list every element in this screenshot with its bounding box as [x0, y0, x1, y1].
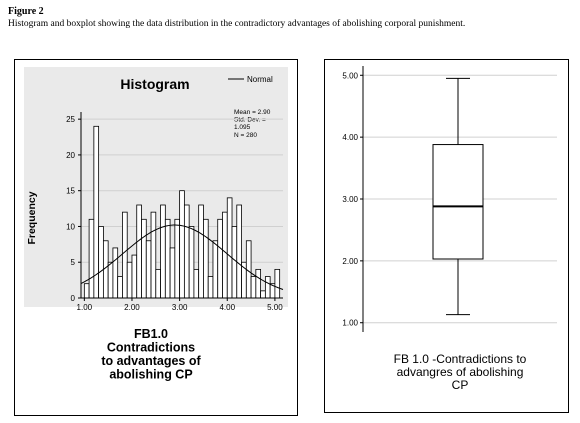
axis-label-line: Contradictions — [107, 341, 195, 355]
histogram-stats: Mean = 2.90 Std. Dev. = 1.095 N = 280 — [234, 109, 271, 139]
y-tick-label: 0 — [71, 294, 76, 303]
histogram-bar — [264, 276, 271, 299]
boxplot-x-axis-label: FB 1.0 -Contradictions to advangres of ab… — [394, 352, 527, 392]
y-tick-label: 5 — [71, 258, 76, 267]
y-tick-label: 1.00 — [342, 319, 358, 328]
histogram-bar — [160, 204, 166, 299]
y-tick-label: 3.00 — [342, 195, 358, 204]
legend-normal-label: Normal — [247, 75, 273, 84]
histogram-bar — [150, 211, 157, 299]
normal-curve — [80, 224, 284, 290]
axis-label-line: advangres of abolishing — [397, 365, 524, 379]
histogram-bar — [98, 226, 104, 299]
histogram-bar — [207, 276, 214, 299]
histogram-bar — [136, 204, 142, 299]
histogram-bar — [83, 283, 90, 299]
histogram-bar — [117, 276, 123, 299]
histogram-bar — [274, 268, 281, 299]
histogram-bar — [174, 218, 181, 299]
histogram-bar — [93, 125, 100, 299]
stats-line: N = 280 — [234, 132, 257, 139]
y-tick-label: 15 — [66, 187, 75, 196]
histogram-bar — [141, 218, 147, 299]
x-tick-label: 3.00 — [172, 303, 188, 312]
histogram-bars — [83, 125, 281, 299]
histogram-bar — [203, 218, 209, 299]
histogram-bar — [222, 211, 228, 299]
x-tick-label: 2.00 — [124, 303, 140, 312]
histogram-bar — [183, 204, 190, 299]
histogram-title: Histogram — [120, 76, 189, 92]
axis-label-line: to advantages of — [101, 354, 201, 368]
y-tick-label: 5.00 — [342, 71, 358, 80]
histogram-bar — [250, 276, 257, 299]
histogram-bar — [217, 218, 223, 299]
x-tick-label: 4.00 — [219, 303, 235, 312]
y-tick-label: 20 — [66, 151, 75, 160]
boxplot-y-ticks: 1.00 2.00 3.00 4.00 5.00 — [342, 71, 363, 328]
histogram-bar — [179, 190, 185, 299]
histogram-bar — [164, 218, 171, 299]
y-tick-label: 10 — [66, 222, 75, 231]
stats-line: Std. Dev. = — [234, 117, 266, 124]
histogram-bar — [212, 240, 219, 299]
figure-caption: Histogram and boxplot showing the data d… — [8, 19, 466, 29]
histogram-bar — [260, 290, 266, 299]
axis-label-line: FB 1.0 -Contradictions to — [394, 352, 527, 366]
histogram-bar — [145, 240, 152, 299]
axis-label-line: abolishing CP — [109, 368, 192, 382]
x-tick-label: 1.00 — [77, 303, 93, 312]
axis-label-line: FB1.0 — [134, 327, 168, 341]
histogram-bar — [155, 268, 161, 299]
figure-label: Figure 2 — [8, 6, 44, 17]
boxplot-gridlines — [363, 74, 557, 324]
histogram-bar — [255, 268, 262, 299]
histogram-bar — [112, 247, 119, 299]
y-tick-label: 25 — [66, 115, 75, 124]
y-tick-label: 4.00 — [342, 133, 358, 142]
histogram-chart: Histogram Normal Mean = 2.90 Std. Dev. = 1… — [24, 67, 288, 382]
histogram-panel: Histogram Normal Mean = 2.90 Std. Dev. = 1… — [14, 59, 298, 416]
stats-line: Mean = 2.90 — [234, 109, 271, 116]
x-tick-label: 5.00 — [267, 303, 283, 312]
histogram-bar — [188, 226, 195, 299]
histogram-bar — [231, 226, 238, 299]
histogram-bar — [131, 254, 138, 299]
stats-line: 1.095 — [234, 124, 251, 131]
histogram-bar — [107, 261, 114, 299]
histogram-bar — [88, 218, 95, 299]
histogram-x-axis-label: FB1.0 Contradictions to advantages of aboli… — [101, 327, 201, 382]
histogram-bar — [236, 204, 242, 299]
boxplot-chart: 1.00 2.00 3.00 4.00 5.00 FB 1.0 -Contradicti… — [342, 66, 557, 392]
y-tick-label: 2.00 — [342, 257, 358, 266]
histogram-bar — [193, 268, 200, 299]
interquartile-box — [432, 144, 484, 260]
histogram-bar — [169, 247, 176, 299]
boxplot-panel: 1.00 2.00 3.00 4.00 5.00 FB 1.0 -Contradicti… — [324, 59, 569, 413]
histogram-bar — [198, 204, 204, 299]
histogram-y-axis-label: Frequency — [26, 191, 38, 244]
axis-label-line: CP — [452, 378, 469, 392]
histogram-bar — [122, 211, 128, 299]
boxplot-glyph — [432, 77, 484, 316]
histogram-bar — [226, 197, 233, 299]
histogram-bar — [126, 261, 133, 299]
